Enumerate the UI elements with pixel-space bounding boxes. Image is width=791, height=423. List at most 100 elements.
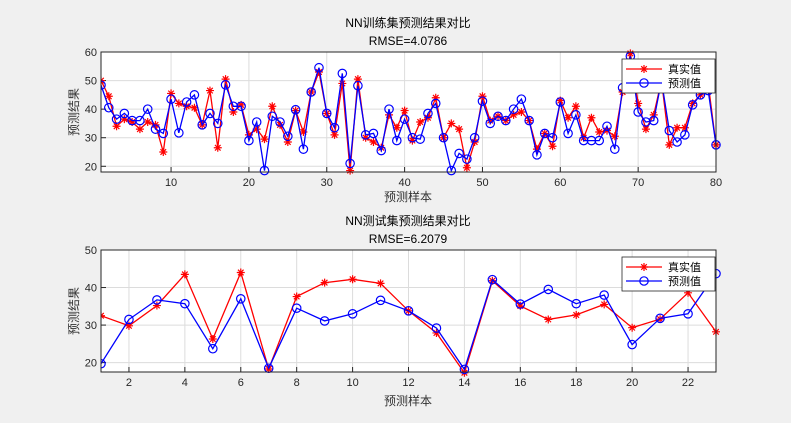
circle-marker — [259, 165, 270, 176]
asterisk-marker — [237, 100, 246, 109]
circle-marker — [368, 128, 379, 139]
asterisk-marker — [447, 119, 456, 128]
asterisk-stroke — [688, 99, 697, 108]
asterisk-marker — [600, 300, 609, 309]
asterisk-marker — [385, 110, 394, 119]
asterisk-marker — [124, 321, 133, 330]
series-predicted — [101, 268, 721, 375]
y-tick-label: 40 — [85, 283, 97, 295]
y-axis-label: 预测结果 — [67, 88, 81, 136]
circle-marker — [244, 135, 254, 146]
asterisk-stroke — [135, 125, 144, 134]
asterisk-stroke — [587, 113, 596, 122]
asterisk-marker — [462, 163, 471, 172]
legend-box — [621, 58, 716, 94]
asterisk-marker — [167, 89, 176, 98]
asterisk-marker — [104, 92, 113, 101]
circle-marker — [599, 290, 609, 300]
asterisk-marker — [276, 120, 285, 129]
circle-marker — [228, 101, 239, 112]
circle-marker — [321, 108, 332, 119]
circle-marker — [469, 132, 480, 143]
asterisk-marker — [361, 133, 370, 142]
asterisk-stroke — [244, 130, 253, 139]
asterisk-stroke — [208, 334, 217, 343]
asterisk-marker — [416, 118, 425, 126]
training-subplot: NN训练集预测结果对比 RMSE=4.0786 预测样本 预测结果 10 20 30… — [67, 15, 722, 204]
asterisk-marker — [244, 130, 253, 139]
circle-marker — [329, 122, 340, 133]
asterisk-stroke — [548, 142, 557, 151]
asterisk-marker — [587, 113, 596, 122]
circle-marker — [127, 115, 137, 126]
asterisk-stroke — [292, 292, 301, 301]
circle-marker — [609, 144, 620, 154]
circle-marker — [415, 134, 425, 144]
asterisk-stroke — [159, 148, 168, 156]
x-tick-label: 30 — [321, 177, 333, 189]
circle-marker — [275, 117, 285, 127]
asterisk-stroke — [112, 122, 121, 131]
axes-box — [100, 51, 717, 173]
asterisk-stroke — [486, 116, 495, 125]
test-subplot: NN测试集预测结果对比 RMSE=6.2079 预测样本 预测结果 2 4 6 8 10… — [67, 213, 721, 408]
asterisk-marker — [548, 142, 557, 151]
x-tick-label: 80 — [710, 177, 722, 189]
legend-item: 预测值 — [626, 77, 701, 90]
asterisk-marker — [320, 278, 329, 287]
circle-marker — [375, 295, 386, 306]
circle-marker — [633, 107, 643, 117]
asterisk-stroke — [416, 118, 425, 126]
series-line — [101, 273, 717, 371]
asterisk-stroke — [167, 89, 176, 98]
x-tick-label: 16 — [514, 377, 526, 389]
circle-marker — [683, 309, 693, 319]
asterisk-marker — [595, 128, 604, 136]
circle-marker — [446, 165, 457, 176]
asterisk-marker — [641, 125, 650, 134]
asterisk-stroke — [431, 93, 440, 102]
asterisk-stroke — [634, 99, 643, 108]
asterisk-marker — [174, 99, 183, 108]
circle-marker — [423, 108, 433, 119]
circle-marker — [235, 293, 246, 304]
asterisk-stroke — [673, 123, 682, 132]
x-axis-label: 预测样本 — [384, 393, 432, 408]
circle-marker — [298, 144, 309, 154]
asterisk-stroke — [595, 128, 604, 136]
circle-marker — [438, 132, 449, 143]
circle-marker — [532, 150, 542, 160]
asterisk-marker — [369, 138, 378, 146]
legend-item: 预测值 — [626, 275, 701, 288]
circle-marker — [124, 314, 134, 325]
circle-marker — [485, 118, 496, 129]
circle-marker — [384, 104, 394, 114]
asterisk-stroke — [385, 110, 394, 119]
y-tick-label: 40 — [85, 104, 97, 116]
asterisk-stroke — [516, 301, 525, 310]
asterisk-marker — [408, 136, 417, 145]
asterisk-stroke — [680, 123, 689, 132]
circle-marker — [189, 90, 200, 100]
asterisk-marker — [268, 102, 277, 111]
asterisk-marker — [478, 92, 487, 101]
asterisk-stroke — [572, 310, 581, 319]
asterisk-marker — [376, 279, 385, 288]
asterisk-marker — [213, 143, 222, 152]
circle-marker — [103, 102, 114, 113]
asterisk-stroke — [221, 75, 230, 84]
x-tick-label: 10 — [346, 377, 358, 389]
asterisk-stroke — [180, 270, 189, 279]
x-tick-label: 8 — [294, 377, 300, 389]
asterisk-stroke — [610, 132, 619, 141]
asterisk-marker — [135, 125, 144, 134]
circle-marker — [291, 303, 302, 313]
asterisk-stroke — [600, 300, 609, 309]
circle-marker — [152, 295, 162, 305]
asterisk-stroke — [432, 328, 441, 337]
asterisk-marker — [532, 145, 541, 154]
asterisk-marker — [684, 288, 693, 297]
asterisk-marker — [649, 110, 658, 119]
circle-marker — [135, 115, 145, 126]
asterisk-marker — [509, 110, 518, 119]
